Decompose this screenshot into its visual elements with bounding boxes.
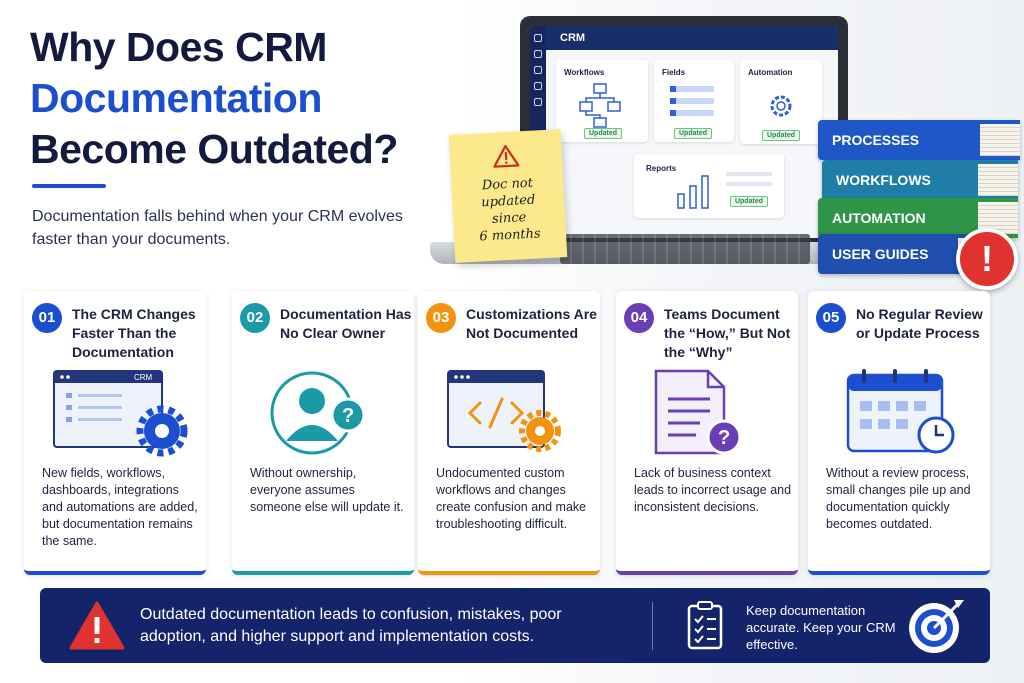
card-title: The CRM Changes Faster Than the Document… [72, 306, 196, 360]
gear-icon [770, 95, 792, 117]
mini-crm-label: CRM [134, 373, 153, 382]
reason-card-3: 03 Customizations Are Not Documented Und… [418, 291, 600, 575]
title-underline [32, 184, 106, 188]
panel-label: Fields [662, 68, 686, 77]
updated-badge: Updated [674, 128, 712, 139]
nav-icon [534, 98, 542, 106]
card-description: Without a review process, small changes … [826, 466, 971, 531]
card-number: 04 [624, 303, 654, 333]
flowchart-icon [579, 83, 621, 128]
panel-label: Reports [646, 164, 677, 173]
card-number: 05 [816, 303, 846, 333]
home-icon [534, 34, 542, 42]
laptop-keyboard [560, 234, 810, 264]
updated-badge: Updated [730, 196, 768, 207]
card-description: Without ownership, everyone assumes some… [250, 466, 404, 514]
book-label: AUTOMATION [832, 210, 926, 226]
target-icon [909, 600, 964, 653]
svg-text:?: ? [718, 427, 730, 449]
card-number: 01 [32, 303, 62, 333]
reason-card-1: 01 The CRM Changes Faster Than the Docum… [24, 291, 206, 575]
nav-icon [534, 66, 542, 74]
document-question-icon: ? [654, 369, 742, 455]
reports-panel: Reports Updated [634, 154, 784, 218]
sticky-note: Doc not updated since 6 months [448, 129, 568, 263]
panel-label: Workflows [564, 68, 605, 77]
title-line-3: Become Outdated? [30, 126, 398, 172]
card-title: Teams Document the “How,” But Not the “W… [664, 306, 791, 360]
card-number: 02 [240, 303, 270, 333]
card-title: No Regular Review or Update Process [856, 306, 983, 341]
book-label: WORKFLOWS [836, 172, 931, 188]
card-description: New fields, workflows, dashboards, integ… [42, 466, 198, 548]
card-title: Customizations Are Not Documented [466, 306, 597, 341]
svg-text:?: ? [342, 405, 354, 427]
warning-triangle-icon [69, 601, 125, 650]
banner-message: Outdated documentation leads to confusio… [140, 606, 562, 645]
page-title: Why Does CRM Documentation Become Outdat… [30, 22, 470, 175]
card-description: Lack of business context leads to incorr… [634, 466, 792, 514]
banner-cta: Keep documentation accurate. Keep your C… [746, 603, 896, 652]
book-processes: PROCESSES [818, 120, 1020, 160]
subtitle: Documentation falls behind when your CRM… [32, 208, 403, 248]
checklist-icon [687, 601, 723, 650]
user-question-icon: ? [270, 371, 366, 455]
reason-card-2: 02 Documentation Has No Clear Owner ? Wi… [232, 291, 414, 575]
crm-app-title: CRM [546, 26, 838, 50]
nav-icon [534, 82, 542, 90]
book-label: USER GUIDES [832, 246, 929, 262]
title-line-1: Why Does CRM [30, 24, 327, 70]
book-workflows: WORKFLOWS [822, 160, 1018, 200]
code-window-gear-icon [447, 370, 561, 452]
fields-list-icon [670, 86, 714, 116]
workflows-panel: Workflows Updated [556, 60, 648, 142]
crm-window-gear-icon: CRM [53, 370, 188, 457]
book-label: PROCESSES [832, 132, 920, 148]
card-title: Documentation Has No Clear Owner [280, 306, 412, 341]
reason-card-4: 04 Teams Document the “How,” But Not the… [616, 291, 798, 575]
panel-label: Automation [748, 68, 793, 77]
banner-divider [652, 602, 653, 650]
updated-badge: Updated [584, 128, 622, 139]
nav-icon [534, 50, 542, 58]
updated-badge: Updated [762, 130, 800, 141]
reason-card-5: 05 No Regular Review or Update Process W… [808, 291, 990, 575]
card-number: 03 [426, 303, 456, 333]
card-description: Undocumented custom workflows and change… [436, 466, 587, 531]
footer-banner: Outdated documentation leads to confusio… [40, 588, 990, 663]
warning-icon [493, 144, 520, 168]
alert-icon: ! [956, 228, 1018, 290]
title-line-2: Documentation [30, 75, 322, 121]
fields-panel: Fields Updated [654, 60, 734, 142]
laptop-illustration: CRM Workflows Updated Fields Updated [430, 16, 850, 281]
calendar-clock-icon [846, 369, 955, 454]
automation-panel: Automation Updated [740, 60, 822, 144]
crm-screen: CRM Workflows Updated Fields Updated [530, 26, 838, 238]
bar-chart-icon [677, 172, 772, 209]
